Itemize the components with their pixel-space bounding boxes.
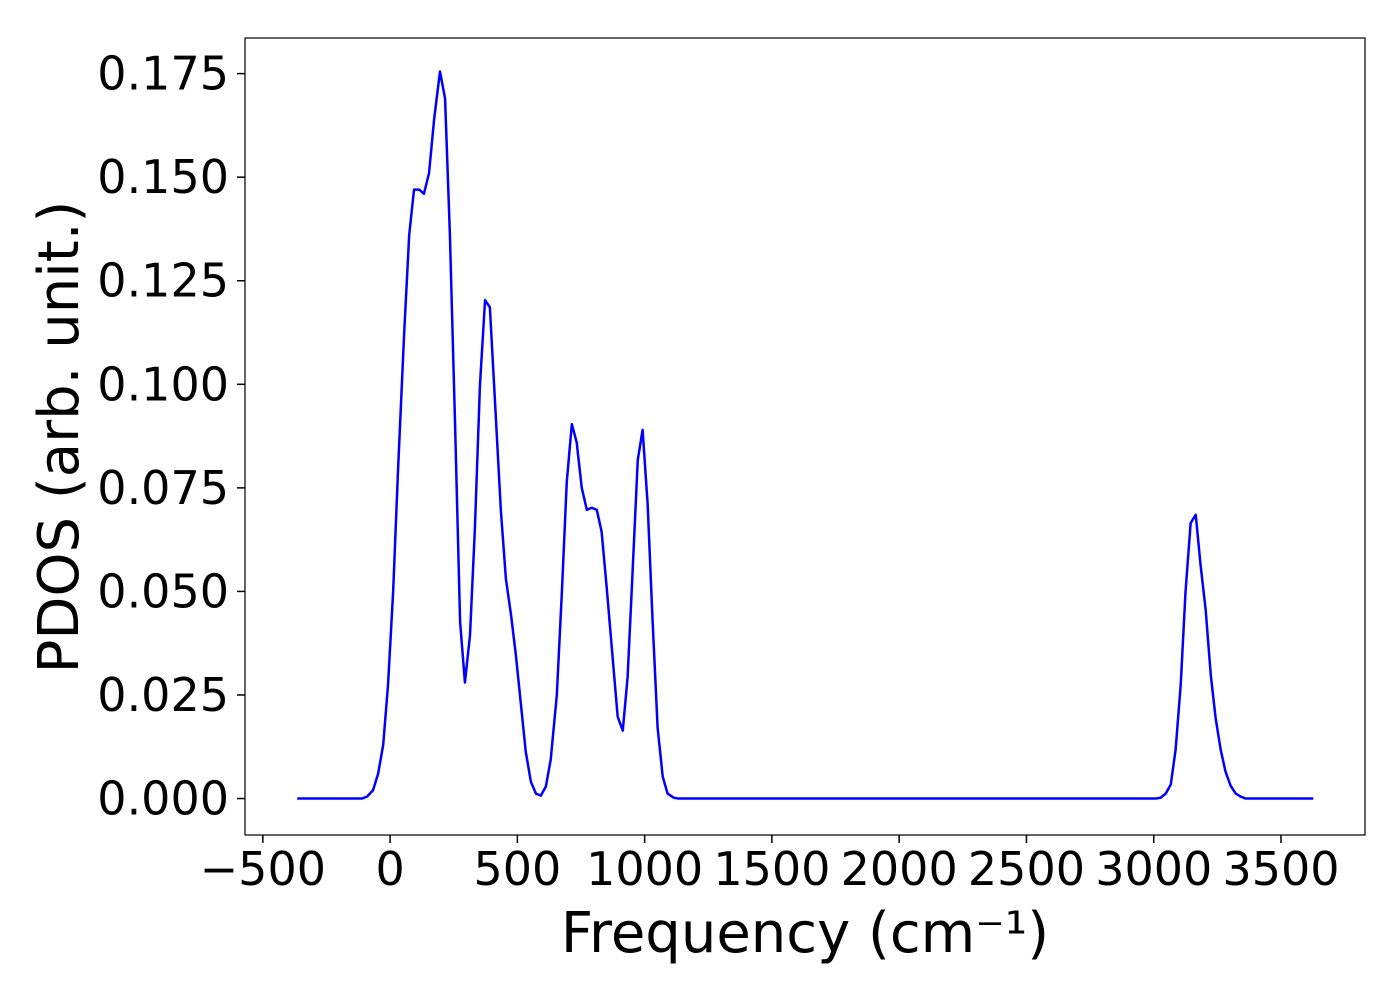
x-tick-label: 3000 bbox=[1095, 842, 1212, 896]
x-tick-label: 500 bbox=[473, 842, 561, 896]
y-tick-label: 0.075 bbox=[97, 461, 229, 515]
y-tick-label: 0.150 bbox=[97, 150, 229, 204]
plot-frame bbox=[244, 37, 1366, 836]
x-axis-label: Frequency (cm⁻¹) bbox=[561, 901, 1049, 966]
x-tick-label: 2000 bbox=[841, 842, 958, 896]
x-tick-label: 1500 bbox=[713, 842, 830, 896]
x-tick-label: 1000 bbox=[586, 842, 703, 896]
y-tick-label: 0.100 bbox=[97, 357, 229, 411]
y-tick-label: 0.050 bbox=[97, 564, 229, 618]
x-tick-label: 2500 bbox=[968, 842, 1085, 896]
y-tick-label: 0.000 bbox=[97, 772, 229, 826]
y-tick-label: 0.175 bbox=[97, 47, 229, 101]
x-tick-label: −500 bbox=[200, 842, 326, 896]
y-tick-label: 0.025 bbox=[97, 668, 229, 722]
y-tick-label: 0.125 bbox=[97, 254, 229, 308]
x-tick-label: 3500 bbox=[1222, 842, 1339, 896]
y-axis-label: PDOS (arb. unit.) bbox=[27, 201, 92, 674]
line-series bbox=[297, 70, 1314, 800]
x-tick-label: 0 bbox=[375, 842, 404, 896]
